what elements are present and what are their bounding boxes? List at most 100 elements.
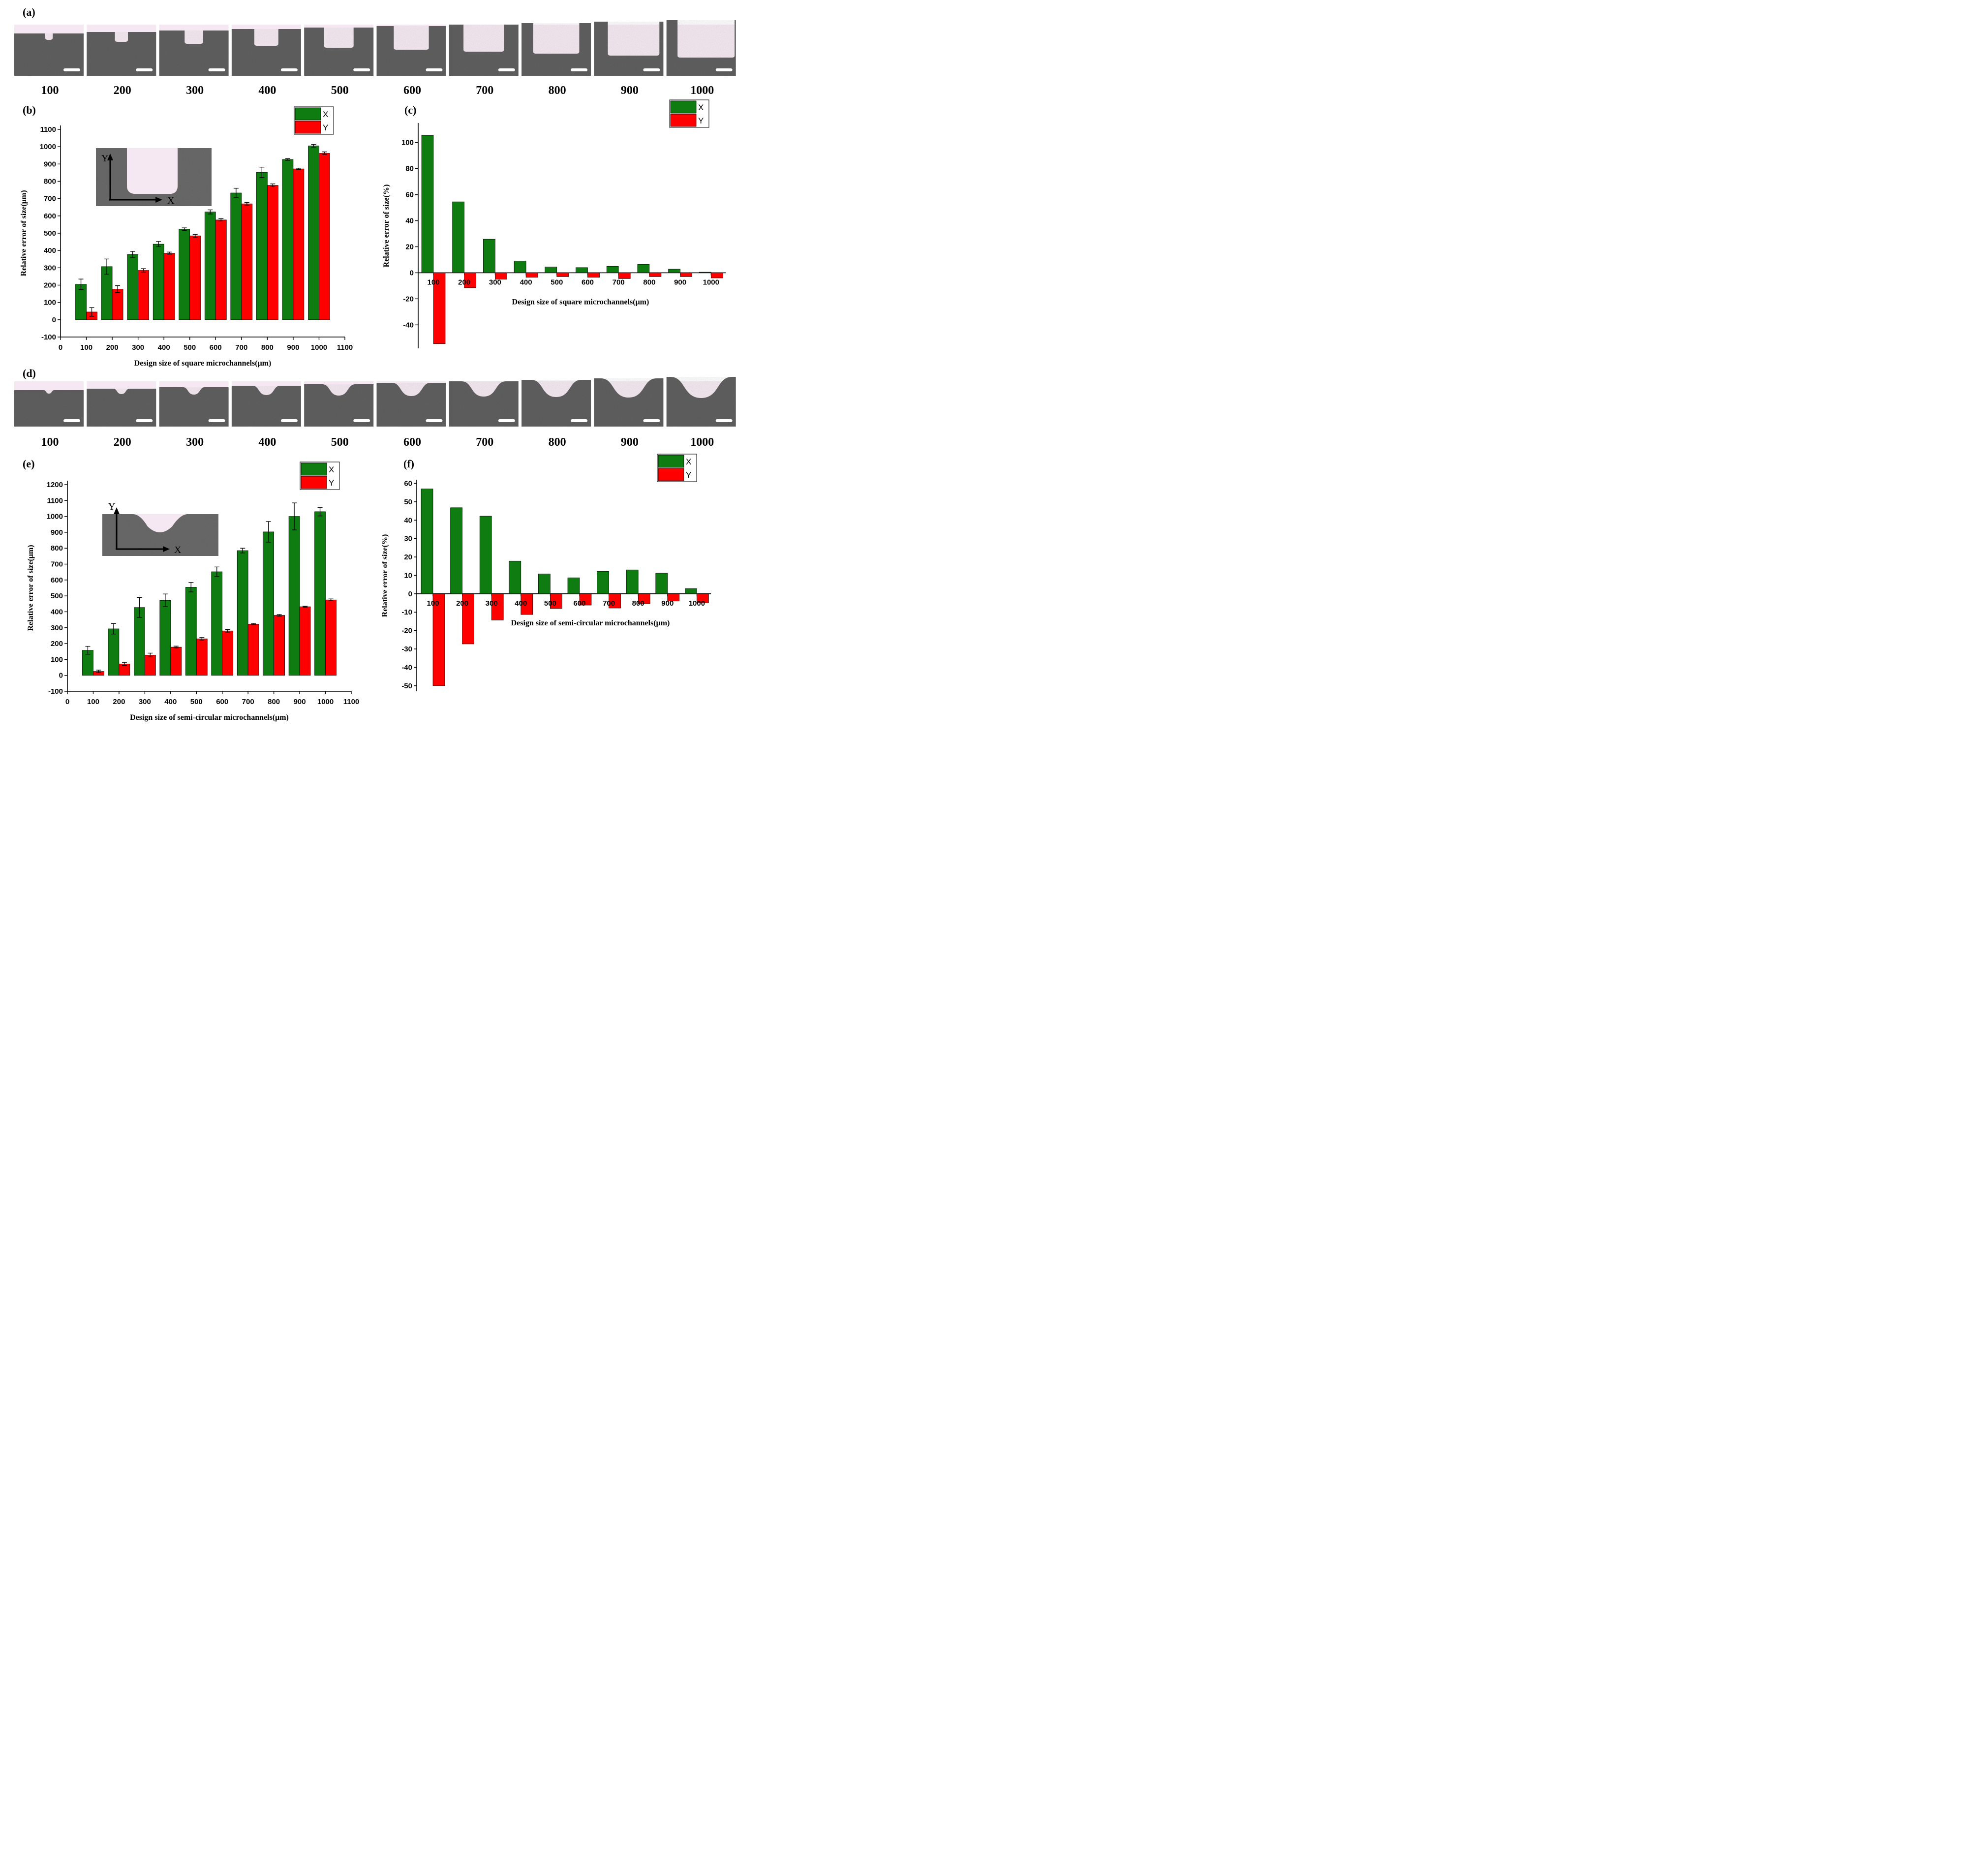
y-tick-label: -20 [401, 627, 412, 635]
legend: XY [294, 106, 334, 135]
y-tick-label: 100 [44, 299, 56, 307]
size-label: 100 [41, 84, 59, 97]
bar-x [159, 600, 171, 676]
scale-bar [353, 68, 370, 71]
x-tick-label: 600 [216, 698, 228, 706]
size-label: 900 [621, 84, 639, 97]
y-tick-label: 40 [405, 217, 414, 225]
bar-y [550, 593, 562, 609]
legend-label: X [329, 465, 334, 474]
bar-y [325, 599, 337, 676]
bar-y [241, 203, 253, 320]
bar-y [649, 273, 662, 277]
bar-x [282, 159, 294, 320]
legend-swatch [658, 468, 684, 481]
size-label: 800 [549, 84, 566, 97]
bar-y [579, 593, 592, 606]
micrograph-tile: 600 [376, 25, 446, 97]
micrograph-metal [521, 380, 591, 427]
scale-bar [63, 419, 80, 422]
scale-bar [136, 419, 153, 422]
inset-x-label: X [174, 545, 182, 555]
x-tick-label: 900 [287, 343, 299, 352]
legend-swatch [670, 114, 697, 127]
bar-x [421, 135, 434, 273]
bar-y [667, 593, 680, 602]
bar-y [433, 273, 446, 344]
scale-bar [715, 419, 733, 422]
y-tick-label: 200 [44, 281, 56, 290]
bar-y [521, 593, 533, 615]
x-tick-label: 100 [87, 698, 99, 706]
bar-y [138, 270, 149, 320]
micrograph-tile: 100 [14, 381, 84, 449]
bar-y [495, 273, 507, 280]
bar-x [288, 516, 300, 676]
micrograph-metal [159, 387, 229, 427]
x-tick-label: 500 [184, 343, 196, 352]
x-tick-label: 200 [106, 343, 119, 352]
micrograph-tile: 400 [231, 381, 301, 449]
square-micrograph-row: 100 200 300 400 500 600 700 800 900 1000 [14, 20, 736, 97]
legend: XY [657, 454, 697, 482]
bar-y [464, 273, 477, 288]
y-tick-label: 800 [51, 544, 63, 553]
bar-x [179, 229, 190, 320]
y-tick-label: 1000 [40, 143, 56, 151]
micrograph-tile: 200 [87, 381, 156, 449]
legend-label: X [323, 110, 328, 119]
y-tick-label: 0 [408, 590, 412, 598]
scale-bar [280, 419, 298, 422]
micrograph-metal [304, 28, 374, 76]
x-axis-title: Design size of square microchannels(μm) [512, 298, 649, 306]
chart-c-square-relative: -40 -20 0 20 40 60 80 100 100 200 300 400 500 600 700 8… [382, 99, 726, 348]
y-tick-label: 500 [44, 229, 56, 238]
y-tick-label: -30 [401, 645, 412, 653]
y-tick-label: 20 [405, 243, 414, 251]
x-tick-label: 600 [210, 343, 222, 352]
bar-y [293, 168, 305, 320]
bar-x [153, 244, 164, 320]
bar-y [145, 654, 156, 676]
figure-canvas: (a) (b) (c) (d) (e) (f) 100 200 300 400 500 6… [14, 6, 736, 722]
x-tick-label: 400 [520, 278, 532, 286]
chart-f-semicircular-relative: -50 -40 -30 -20 -10 0 10 20 30 40 50 60 100 200 300 400… [381, 454, 711, 691]
micrograph-metal [376, 26, 446, 76]
y-axis-title: Relative error of size(μm) [20, 190, 28, 276]
x-tick-label: 500 [544, 599, 556, 608]
x-axis-title: Design size of semi-circular microchanne… [511, 619, 670, 627]
micrograph-tile: 900 [594, 22, 664, 97]
y-tick-label: -50 [401, 682, 412, 690]
bar-y [112, 289, 123, 320]
x-tick-label: 300 [139, 698, 151, 706]
bar-y [609, 593, 621, 609]
y-tick-label: 1100 [40, 125, 56, 134]
x-axis-title: Design size of semi-circular microchanne… [130, 713, 289, 722]
y-tick-label: 60 [404, 479, 412, 488]
micrograph-metal [231, 386, 301, 427]
micrograph-metal [449, 25, 519, 76]
size-label: 600 [403, 84, 421, 97]
bar-x [314, 511, 326, 676]
micrograph-metal [594, 378, 664, 427]
scale-bar [426, 419, 443, 422]
x-tick-label: 200 [458, 278, 470, 286]
y-tick-label: -40 [401, 663, 412, 672]
x-tick-label: 700 [603, 599, 615, 608]
micrograph-tile: 200 [87, 25, 156, 97]
bar-x [263, 531, 274, 676]
x-tick-label: 800 [632, 599, 644, 608]
bar-x [211, 571, 223, 676]
micrograph-tile: 300 [159, 381, 229, 449]
y-tick-label: 500 [51, 592, 63, 600]
x-tick-label: 300 [486, 599, 498, 608]
y-tick-label: 1200 [47, 481, 63, 489]
scale-bar [498, 68, 515, 71]
micrograph-tile: 900 [594, 378, 664, 449]
scale-bar [208, 68, 225, 71]
y-tick-label: 400 [51, 608, 63, 616]
micrograph-metal [87, 389, 156, 427]
inset-square-channel: Y X [96, 147, 212, 206]
bar-x [256, 172, 268, 320]
bar-x [567, 577, 580, 594]
